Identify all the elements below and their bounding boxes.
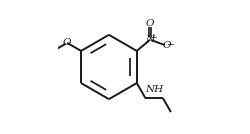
Text: NH: NH bbox=[145, 85, 163, 94]
Text: O: O bbox=[63, 38, 72, 47]
Text: O: O bbox=[146, 19, 154, 28]
Text: +: + bbox=[149, 33, 157, 42]
Text: −: − bbox=[166, 39, 173, 48]
Text: O: O bbox=[162, 41, 171, 50]
Text: N: N bbox=[146, 35, 155, 44]
